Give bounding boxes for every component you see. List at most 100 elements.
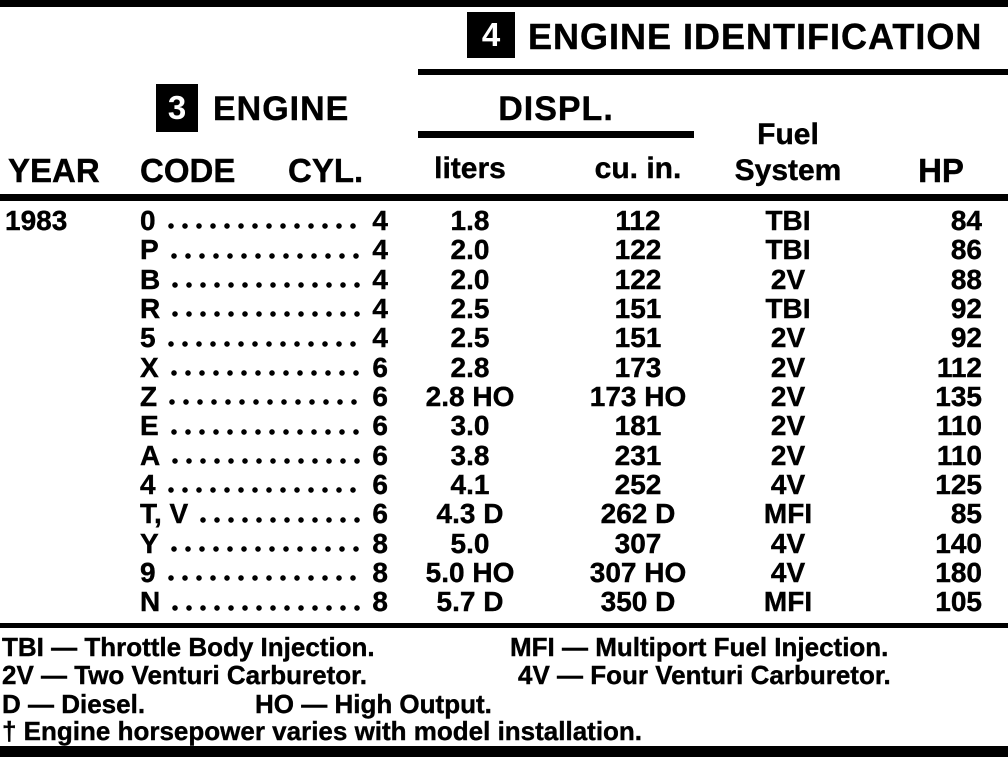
horsepower: 88 bbox=[950, 263, 983, 295]
displacement-cubic-inches: 122 bbox=[614, 263, 662, 295]
horsepower: 86 bbox=[950, 234, 983, 266]
table-row: Z 6 2.8 HO 173 HO 2V 135 bbox=[0, 381, 1008, 413]
table-row: 5 4 2.5 151 2V 92 bbox=[0, 322, 1008, 354]
year-cell bbox=[0, 323, 140, 352]
column-header-fuel-line2: System bbox=[734, 154, 842, 187]
fuel-system: 4V bbox=[770, 469, 806, 501]
column-header-cyl: CYL. bbox=[288, 152, 364, 189]
displacement-rule bbox=[418, 131, 694, 138]
table-row: 1983 0 4 1.8 112 TBI 84 bbox=[0, 205, 1008, 236]
table-row: 4 6 4.1 252 4V 125 bbox=[0, 469, 1008, 501]
cylinders-value: 4 bbox=[372, 293, 388, 325]
table-row: B 4 2.0 122 2V 88 bbox=[0, 263, 1008, 295]
displacement-liters: 5.0 bbox=[450, 527, 490, 559]
displacement-liters: 2.0 bbox=[450, 263, 490, 295]
section-3-number: 3 bbox=[167, 89, 187, 126]
section-4-number: 4 bbox=[481, 16, 501, 53]
cylinders-value: 4 bbox=[372, 205, 388, 236]
top-rule bbox=[0, 0, 1008, 7]
fuel-system: 2V bbox=[770, 263, 806, 295]
displacement-liters: 2.8 HO bbox=[425, 381, 515, 413]
horsepower: 85 bbox=[950, 498, 983, 530]
displacement-cubic-inches: 181 bbox=[614, 410, 662, 442]
year-cell bbox=[0, 587, 140, 616]
displacement-liters: 2.8 bbox=[450, 351, 490, 383]
table-row: T, V 6 4.3 D 262 D MFI 85 bbox=[0, 498, 1008, 530]
displacement-group-header: DISPL. bbox=[498, 90, 614, 128]
table-row: E 6 3.0 181 2V 110 bbox=[0, 410, 1008, 442]
horsepower: 135 bbox=[935, 381, 982, 413]
cylinders-value: 4 bbox=[372, 263, 388, 295]
table-row: P 4 2.0 122 TBI 86 bbox=[0, 234, 1008, 266]
displacement-cubic-inches: 122 bbox=[614, 234, 662, 266]
engine-code: 0 bbox=[140, 205, 156, 236]
dot-leader bbox=[167, 339, 365, 348]
dot-leader bbox=[167, 222, 365, 231]
cylinders-value: 6 bbox=[372, 469, 388, 501]
horsepower: 110 bbox=[936, 439, 983, 471]
cylinders-value: 8 bbox=[372, 557, 388, 589]
dot-leader bbox=[172, 281, 365, 290]
section-4-badge: 4 bbox=[467, 12, 515, 58]
displacement-liters: 3.0 bbox=[450, 410, 490, 442]
fuel-system: 2V bbox=[770, 381, 806, 413]
dot-leader bbox=[169, 398, 365, 407]
engine-code: Z bbox=[140, 381, 158, 413]
displacement-cubic-inches: 307 HO bbox=[589, 557, 687, 589]
engine-identification-title: ENGINE IDENTIFICATION bbox=[528, 16, 983, 57]
fuel-system: MFI bbox=[763, 498, 813, 530]
horsepower: 110 bbox=[936, 410, 983, 442]
fuel-system: 2V bbox=[770, 322, 806, 354]
legend-d: D — Diesel. bbox=[2, 689, 146, 719]
cylinders-value: 6 bbox=[372, 498, 388, 530]
engine-code: 4 bbox=[140, 469, 156, 501]
engine-code: N bbox=[140, 586, 161, 618]
title-rule bbox=[418, 69, 1008, 75]
fuel-system: 2V bbox=[770, 410, 806, 442]
horsepower: 92 bbox=[950, 293, 983, 325]
horsepower: 105 bbox=[935, 586, 982, 618]
column-header-year: YEAR bbox=[8, 152, 100, 189]
footer-rule bbox=[0, 623, 1008, 628]
dot-leader bbox=[167, 574, 365, 583]
engine-code: T, V bbox=[140, 498, 189, 530]
horsepower: 140 bbox=[935, 527, 982, 559]
engine-group-title: ENGINE bbox=[213, 90, 350, 128]
cylinders-value: 8 bbox=[372, 527, 388, 559]
legend-2v: 2V — Two Venturi Carburetor. bbox=[2, 660, 368, 690]
engine-code: X bbox=[140, 351, 159, 383]
table-row: A 6 3.8 231 2V 110 bbox=[0, 439, 1008, 471]
cylinders-value: 8 bbox=[372, 586, 388, 618]
displacement-liters: 2.0 bbox=[450, 234, 490, 266]
horsepower: 125 bbox=[935, 469, 982, 501]
header-rule bbox=[0, 194, 1008, 201]
dot-leader bbox=[200, 515, 365, 524]
cylinders-value: 6 bbox=[372, 439, 388, 471]
displacement-liters: 5.0 HO bbox=[425, 557, 515, 589]
dot-leader bbox=[172, 310, 365, 319]
displacement-liters: 2.5 bbox=[450, 322, 490, 354]
year-cell: 1983 bbox=[5, 205, 68, 236]
displacement-cubic-inches: 151 bbox=[614, 293, 662, 325]
displacement-liters: 1.8 bbox=[450, 205, 490, 236]
engine-code: P bbox=[140, 234, 159, 266]
engine-code: R bbox=[140, 293, 161, 325]
engine-code: B bbox=[140, 263, 161, 295]
fuel-system: 2V bbox=[770, 439, 806, 471]
year-cell bbox=[0, 558, 140, 587]
year-cell bbox=[0, 529, 140, 558]
table-row: N 8 5.7 D 350 D MFI 105 bbox=[0, 586, 1008, 618]
year-cell bbox=[0, 235, 140, 264]
fuel-system: TBI bbox=[765, 205, 811, 236]
table-row: X 6 2.8 173 2V 112 bbox=[0, 351, 1008, 383]
cylinders-value: 6 bbox=[372, 410, 388, 442]
displacement-liters: 5.7 D bbox=[436, 586, 504, 618]
